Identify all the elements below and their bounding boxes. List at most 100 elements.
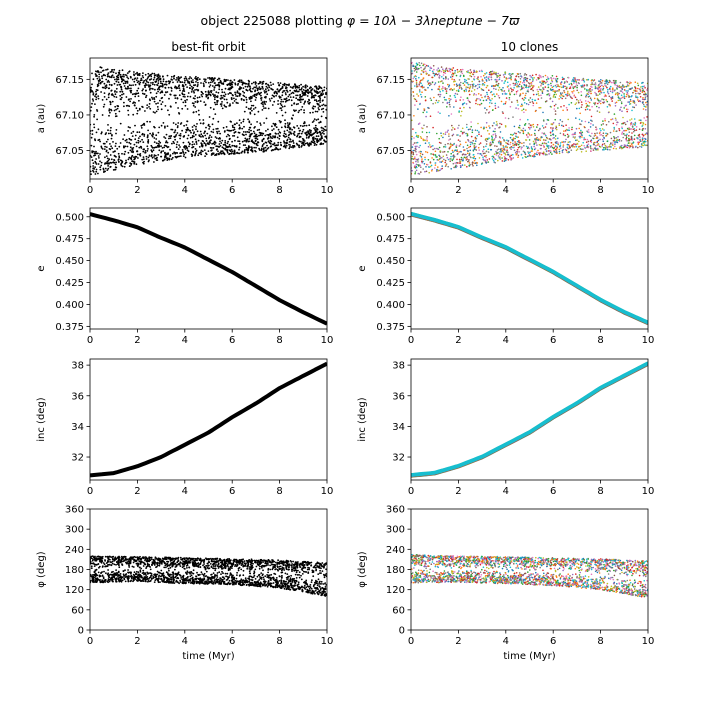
data-point — [248, 128, 251, 131]
data-point — [103, 96, 106, 98]
data-point — [202, 140, 205, 143]
data-point — [474, 162, 477, 164]
data-point — [419, 64, 421, 67]
data-point — [236, 90, 239, 93]
data-point — [540, 75, 542, 78]
data-point — [294, 83, 296, 86]
data-point — [530, 81, 532, 84]
data-point — [274, 135, 277, 138]
data-point — [150, 144, 153, 147]
data-point — [613, 136, 615, 138]
data-point — [138, 108, 141, 111]
data-point — [428, 142, 430, 144]
data-point — [569, 146, 571, 149]
data-point — [302, 93, 305, 96]
data-point — [126, 104, 129, 107]
data-point — [317, 118, 320, 121]
data-point — [495, 84, 497, 87]
data-point — [583, 138, 585, 141]
data-point — [454, 70, 457, 72]
x-tick-label: 4 — [182, 185, 188, 196]
data-point — [615, 141, 617, 143]
data-point — [573, 82, 575, 84]
data-point — [162, 159, 165, 162]
data-point — [416, 84, 418, 86]
data-point — [614, 102, 617, 104]
data-point — [457, 89, 460, 91]
data-point — [580, 129, 582, 132]
data-point — [283, 90, 286, 92]
data-point — [501, 157, 503, 159]
data-point — [448, 85, 450, 88]
data-point — [299, 124, 302, 127]
data-point — [509, 84, 511, 86]
data-point — [419, 102, 421, 105]
data-point — [523, 102, 526, 104]
data-point — [109, 148, 112, 151]
data-point — [525, 103, 528, 105]
data-point — [500, 144, 502, 146]
data-point — [216, 95, 219, 97]
data-point — [545, 81, 547, 84]
data-point — [532, 140, 535, 143]
data-point — [595, 145, 597, 147]
data-point — [559, 132, 562, 135]
data-point — [214, 77, 216, 80]
data-point — [427, 65, 430, 67]
data-point — [556, 142, 558, 144]
data-point — [184, 99, 187, 102]
data-point — [225, 135, 228, 138]
data-point — [427, 159, 430, 161]
data-point — [485, 122, 488, 124]
data-point — [200, 149, 203, 152]
data-point — [473, 78, 476, 81]
data-point — [641, 125, 643, 127]
data-point — [505, 141, 507, 144]
data-point — [571, 84, 573, 86]
data-point — [509, 136, 512, 139]
data-point — [536, 126, 538, 128]
data-point — [205, 126, 207, 129]
data-point — [241, 140, 244, 143]
data-point — [246, 151, 249, 154]
data-point — [179, 89, 181, 92]
data-point — [129, 142, 132, 145]
data-point — [308, 129, 311, 131]
data-point — [547, 90, 550, 92]
data-point — [246, 139, 249, 141]
data-point — [447, 142, 449, 145]
data-point — [293, 102, 296, 104]
data-point — [290, 146, 293, 149]
data-point — [302, 139, 305, 142]
data-point — [622, 116, 624, 119]
data-point — [277, 141, 280, 144]
data-point — [596, 144, 599, 146]
data-point — [442, 74, 445, 76]
data-point — [509, 143, 511, 146]
data-point — [234, 139, 236, 142]
data-point — [256, 129, 259, 132]
data-point — [210, 154, 213, 156]
data-point — [548, 145, 550, 147]
data-point — [558, 150, 561, 153]
data-point — [153, 156, 156, 158]
data-point — [195, 75, 197, 78]
data-point — [236, 91, 239, 94]
data-point — [128, 105, 131, 108]
data-point — [172, 140, 175, 143]
data-point — [621, 126, 623, 128]
data-point — [229, 150, 232, 153]
data-point — [496, 145, 498, 148]
data-point — [496, 80, 498, 83]
data-point — [93, 126, 96, 129]
data-point — [197, 109, 200, 112]
data-point — [205, 140, 208, 142]
data-point — [478, 98, 480, 100]
data-point — [597, 88, 600, 91]
data-point — [603, 91, 605, 94]
data-point — [140, 77, 143, 80]
data-point — [510, 158, 512, 161]
data-point — [320, 126, 323, 129]
data-point — [535, 138, 537, 141]
data-point — [157, 144, 160, 147]
